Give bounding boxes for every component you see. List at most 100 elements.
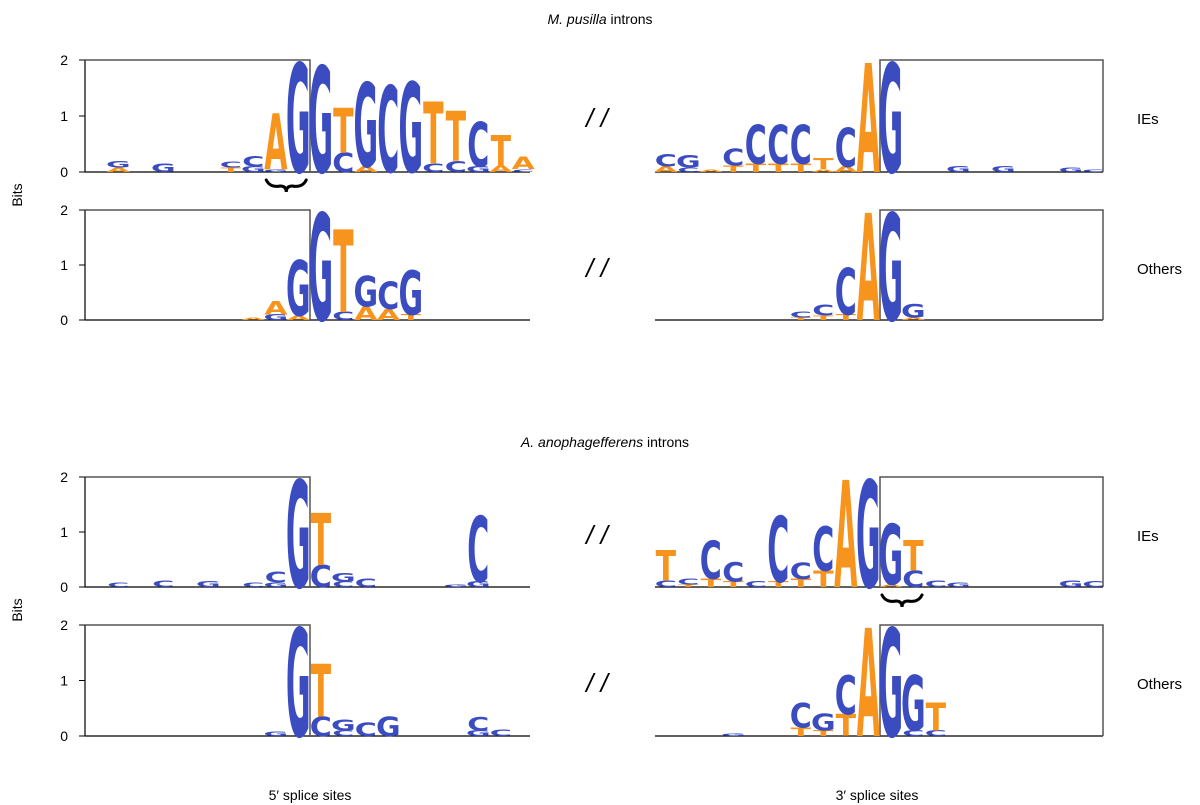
logo-position: A [699, 169, 723, 173]
logo-letter-c: C [790, 696, 812, 736]
logo-letter-g: G [901, 659, 926, 748]
logo-letter-c: C [677, 578, 699, 587]
exon-box-right [879, 59, 1104, 172]
logo-position: AG [353, 267, 378, 324]
logo-letter-g: G [308, 186, 333, 356]
logo-position: AG [901, 300, 926, 322]
logo-position: G [263, 731, 288, 738]
logo-position: AC [654, 150, 677, 174]
logo-position: GA [263, 297, 288, 322]
row-label: Others [1137, 676, 1182, 693]
logo-letter-c: C [310, 560, 332, 595]
logo-letter-t: T [813, 315, 834, 322]
logo-letter-g: G [241, 165, 266, 174]
logo-letter-c: C [332, 580, 354, 589]
logo-position: A [857, 600, 880, 772]
logo-letter-t: T [423, 85, 443, 184]
logo-letter-t: T [723, 580, 744, 589]
logo-position: G [1058, 167, 1083, 174]
panel-title-m-pusilla: M. pusilla introns [547, 11, 652, 27]
break-mark: / / [584, 103, 610, 133]
logo-letter-g: G [721, 733, 746, 737]
logo-letter-a: A [857, 186, 880, 356]
logo-position: G [991, 165, 1016, 174]
logo-letter-g: G [901, 300, 926, 322]
logo-letter-t: T [791, 162, 812, 175]
logo-position: GC [263, 569, 288, 589]
logo-position: TC [835, 256, 857, 330]
logo-letter-g: G [466, 729, 491, 738]
logo-position: G [286, 35, 311, 208]
logo-position: TC [220, 161, 242, 174]
logo-letter-g: G [263, 731, 288, 738]
logo-position: C [377, 64, 399, 201]
logo-position: CG [901, 659, 926, 748]
logo-letter-c: C [767, 497, 789, 603]
exon-box-left [85, 59, 311, 172]
logo-letter-g: G [376, 712, 401, 743]
logo-position: AG [353, 60, 378, 194]
logo-letter-c: C [722, 557, 744, 588]
exon-box-left [85, 209, 311, 320]
logo-letter-c: C [812, 516, 834, 586]
logo-position: TC [835, 666, 857, 744]
logo-position: A [834, 453, 857, 623]
logo-position: CA [512, 153, 535, 173]
logo-position: GA [263, 98, 288, 188]
logo-letter-g: G [676, 152, 701, 172]
logo-letter-c: C [1082, 580, 1104, 589]
brace-mark [264, 178, 308, 193]
logo-letter-t: T [333, 96, 353, 167]
logo-letter-a: A [512, 153, 535, 173]
panel-title-rest: introns [643, 434, 689, 450]
row-label: IEs [1137, 111, 1159, 128]
logo-position: G [286, 600, 311, 772]
y-tick-label: 2 [60, 469, 68, 485]
logo-letter-t: T [401, 313, 422, 322]
logo-letter-g: G [878, 600, 903, 772]
logo-letter-c: C [377, 64, 399, 201]
logo-position: G [398, 59, 423, 202]
brace-mark [880, 593, 924, 608]
logo-position: TC [677, 578, 699, 588]
logo-letter-g: G [196, 580, 221, 589]
exon-box-left [85, 624, 311, 736]
logo-letter-g: G [286, 246, 311, 334]
logo-position: GC [466, 110, 491, 181]
logo-letter-c: C [355, 719, 377, 741]
logo-letter-c: C [512, 169, 534, 173]
logo-position: G [376, 712, 401, 743]
logo-letter-c: C [490, 728, 512, 739]
logo-position: CT [445, 97, 467, 177]
logo-letter-c: C [835, 256, 857, 330]
logo-position: TC [790, 696, 812, 739]
logo-letter-t: T [311, 651, 332, 735]
logo-position: TG [811, 710, 836, 738]
logo-letter-g: G [946, 165, 971, 174]
logo-position: TG [398, 260, 423, 330]
logo-letter-t: T [813, 567, 833, 593]
logo-position: G [308, 36, 333, 206]
y-axis-label: Bits [9, 598, 25, 621]
logo-position: G [946, 582, 971, 589]
y-axis-label: Bits [9, 183, 25, 206]
logo-letter-g: G [946, 582, 971, 589]
logo-position: CT [332, 208, 354, 339]
logo-letter-a: A [287, 315, 311, 322]
logo-letter-c: C [332, 310, 354, 323]
logo-position: TC [745, 115, 767, 177]
logo-letter-g: G [443, 584, 468, 588]
y-tick-label: 2 [60, 52, 68, 68]
logo-letter-g: G [466, 165, 491, 174]
logo-letter-c: C [310, 712, 332, 743]
bottom-label-5-prime: 5′ splice sites [269, 787, 352, 803]
logo-position: TC [767, 115, 789, 177]
logo-letter-g: G [263, 169, 288, 173]
logo-letter-a: A [834, 453, 857, 623]
logo-position: A [857, 186, 880, 356]
logo-letter-c: C [925, 729, 947, 738]
logo-letter-g: G [1058, 579, 1083, 590]
